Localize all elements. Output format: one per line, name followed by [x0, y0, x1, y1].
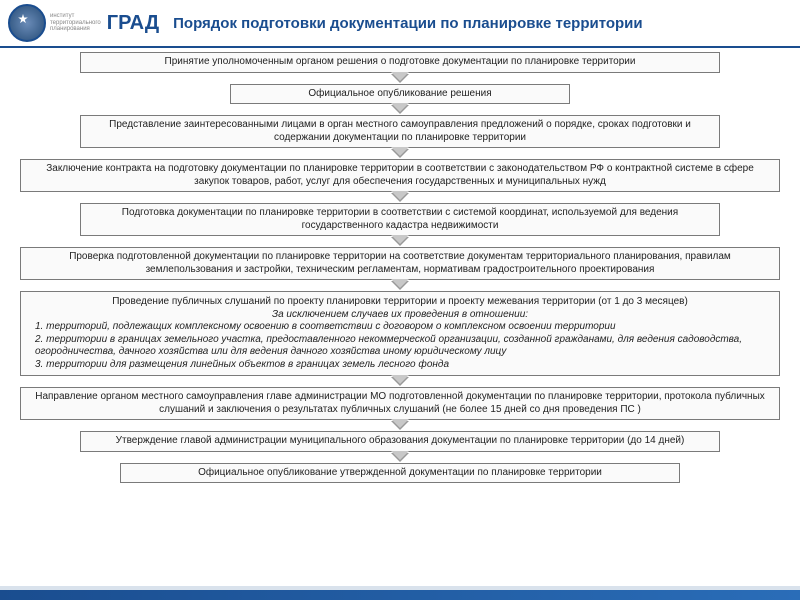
inst-l3: планирования — [50, 26, 101, 33]
page-title: Порядок подготовки документации по плани… — [173, 15, 643, 32]
step-9: Утверждение главой администрации муницип… — [80, 431, 720, 452]
step-6: Проверка подготовленной документации по … — [20, 247, 780, 280]
step-7-item-3: 3. территории для размещения линейных об… — [35, 359, 765, 372]
step-8: Направление органом местного самоуправле… — [20, 387, 780, 420]
arrow-icon — [391, 421, 409, 430]
step-7-item-1: 1. территорий, подлежащих комплексному о… — [35, 321, 765, 334]
arrow-icon — [391, 193, 409, 202]
step-5: Подготовка документации по планировке те… — [80, 203, 720, 236]
brand-label: ГРАД — [107, 12, 159, 35]
logo-icon — [8, 4, 46, 42]
header: институт территориального планирования Г… — [0, 0, 800, 48]
inst-l2: территориального — [50, 20, 101, 27]
step-1: Принятие уполномоченным органом решения … — [80, 52, 720, 73]
arrow-icon — [391, 237, 409, 246]
institute-label: институт территориального планирования — [50, 13, 101, 33]
step-7-title: Проведение публичных слушаний по проекту… — [35, 296, 765, 309]
flowchart: Принятие уполномоченным органом решения … — [0, 48, 800, 483]
arrow-icon — [391, 74, 409, 83]
step-3: Представление заинтересованными лицами в… — [80, 115, 720, 148]
step-2: Официальное опубликование решения — [230, 84, 570, 105]
footer-bar — [0, 590, 800, 600]
step-7-item-2: 2. территории в границах земельного учас… — [35, 334, 765, 359]
inst-l1: институт — [50, 13, 101, 20]
step-10: Официальное опубликование утвержденной д… — [120, 463, 680, 484]
step-7: Проведение публичных слушаний по проекту… — [20, 291, 780, 376]
arrow-icon — [391, 281, 409, 290]
arrow-icon — [391, 149, 409, 158]
arrow-icon — [391, 105, 409, 114]
arrow-icon — [391, 453, 409, 462]
step-7-exception: За исключением случаев их проведения в о… — [35, 309, 765, 322]
step-4: Заключение контракта на подготовку докум… — [20, 159, 780, 192]
arrow-icon — [391, 377, 409, 386]
